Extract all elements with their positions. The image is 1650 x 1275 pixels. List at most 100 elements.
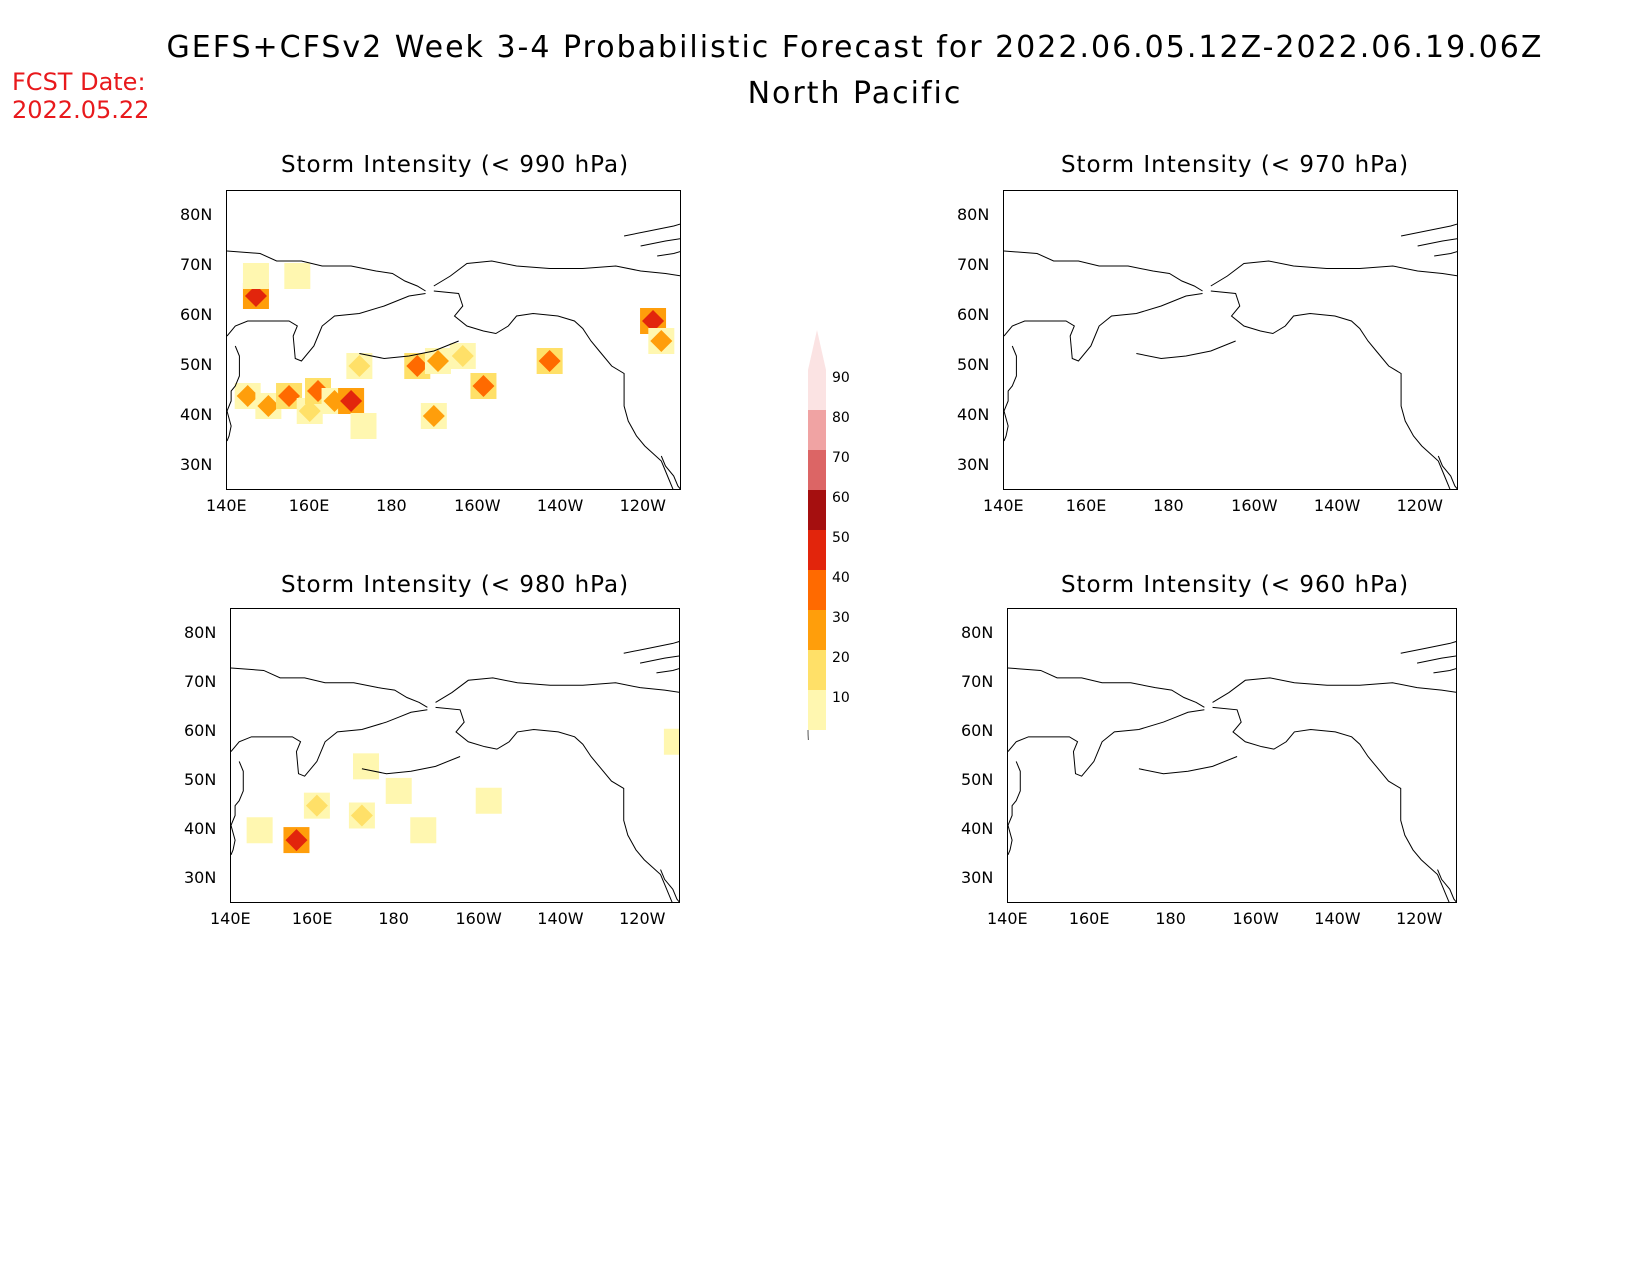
lon-tick-label: 120W	[1396, 496, 1443, 515]
probability-cell	[353, 753, 379, 780]
probability-cell	[449, 343, 476, 369]
coastline	[1400, 641, 1456, 654]
colorbar-tick-label: 80	[832, 410, 850, 426]
coastline	[231, 667, 428, 708]
lon-tick-label: 160E	[1068, 909, 1110, 928]
lon-tick-label: 160E	[288, 496, 330, 515]
colorbar-tick-label: 60	[832, 490, 850, 506]
panel-title: Storm Intensity (< 960 hPa)	[1060, 572, 1410, 598]
coastline	[1433, 668, 1456, 674]
coastline	[435, 706, 673, 902]
lon-tick-label: 180	[378, 909, 409, 928]
lat-tick-label: 50N	[957, 355, 990, 374]
lat-tick-label: 30N	[184, 868, 217, 888]
fcst-date-value: 2022.05.22	[12, 96, 150, 124]
coastline	[227, 293, 426, 362]
map-frame	[230, 608, 680, 903]
colorbar-legend: 90 80 70 60 50 40 30 20 10	[800, 330, 860, 769]
colorbar-tick-label: 30	[832, 610, 850, 626]
coastline	[361, 756, 461, 775]
coastline	[359, 340, 459, 360]
figure-title: GEFS+CFSv2 Week 3-4 Probabilistic Foreca…	[166, 30, 1544, 65]
colorbar-cap-bottom	[807, 729, 815, 769]
lat-tick-label: 60N	[961, 720, 994, 740]
colorbar-tick-label: 10	[832, 690, 850, 706]
map-canvas	[227, 223, 680, 489]
lat-tick-label: 60N	[180, 305, 213, 324]
lat-tick-label: 80N	[957, 205, 990, 224]
coastline	[640, 238, 680, 247]
probability-cell	[348, 802, 375, 829]
lon-tick-label: 160E	[1065, 496, 1107, 515]
lon-tick-label: 140E	[206, 496, 247, 515]
lat-tick-label: 30N	[961, 868, 994, 888]
coastline	[1136, 340, 1236, 360]
colorbar-tick-label: 20	[832, 650, 850, 666]
coastline	[1437, 455, 1457, 489]
lon-tick-label: 140E	[210, 909, 251, 928]
probability-cell	[283, 827, 310, 854]
probability-cell	[648, 328, 675, 354]
colorbar-segment	[808, 490, 826, 530]
map-frame	[1007, 608, 1457, 903]
coastline	[1008, 709, 1205, 777]
lon-tick-label: 140W	[536, 496, 584, 515]
coastline	[1416, 655, 1456, 664]
colorbar-segment	[808, 410, 826, 450]
probability-cell	[350, 413, 377, 439]
lon-tick-label: 120W	[619, 909, 666, 928]
coastline	[1008, 667, 1205, 708]
lat-tick-label: 30N	[957, 455, 990, 474]
lat-tick-label: 40N	[957, 405, 990, 424]
lon-tick-label: 140W	[537, 909, 584, 928]
coastline	[435, 677, 679, 703]
lon-tick-label: 160W	[1232, 909, 1279, 928]
coastline	[231, 761, 244, 856]
coastline	[1004, 293, 1203, 362]
lon-tick-label: 160W	[1231, 496, 1278, 515]
panel-title: Storm Intensity (< 970 hPa)	[1060, 152, 1410, 178]
lat-tick-label: 70N	[961, 671, 994, 691]
coastline	[1210, 260, 1457, 287]
lat-tick-label: 70N	[184, 671, 217, 691]
probability-cell	[536, 348, 563, 374]
lon-tick-label: 120W	[619, 496, 666, 515]
lon-tick-label: 140W	[1313, 496, 1361, 515]
lon-tick-label: 120W	[1396, 909, 1443, 928]
lat-tick-label: 60N	[184, 720, 217, 740]
lon-tick-label: 180	[1155, 909, 1186, 928]
lat-tick-label: 50N	[184, 770, 217, 790]
lon-tick-label: 180	[1153, 496, 1184, 515]
lat-tick-label: 40N	[180, 405, 213, 424]
coastline	[227, 345, 240, 442]
lon-tick-label: 140W	[1314, 909, 1361, 928]
colorbar-tick-label: 50	[832, 530, 850, 546]
colorbar-segment	[808, 610, 826, 650]
panel-title: Storm Intensity (< 980 hPa)	[280, 572, 630, 598]
probability-cell	[420, 403, 447, 429]
probability-cell	[338, 388, 365, 414]
colorbar-segment	[808, 530, 826, 570]
fcst-date-label: FCST Date:	[12, 68, 146, 96]
map-canvas	[1008, 641, 1456, 902]
colorbar-segment	[808, 570, 826, 610]
lat-tick-label: 70N	[957, 255, 990, 274]
colorbar-graphic	[807, 330, 826, 769]
lat-tick-label: 50N	[180, 355, 213, 374]
coastline	[657, 251, 680, 257]
coastline	[1437, 869, 1456, 902]
figure-subtitle: North Pacific	[747, 76, 963, 111]
coastline	[1212, 677, 1456, 703]
lon-tick-label: 180	[376, 496, 407, 515]
lon-tick-label: 140E	[987, 909, 1028, 928]
lon-tick-label: 160W	[455, 909, 502, 928]
probability-cell	[346, 353, 373, 379]
colorbar-cap-top	[808, 330, 826, 370]
lat-tick-label: 80N	[184, 622, 217, 642]
coastline	[433, 290, 674, 489]
map-frame	[226, 190, 681, 490]
lat-tick-label: 70N	[180, 255, 213, 274]
coastline	[231, 709, 428, 777]
colorbar-tick-label: 70	[832, 450, 850, 466]
coastline	[227, 250, 426, 292]
